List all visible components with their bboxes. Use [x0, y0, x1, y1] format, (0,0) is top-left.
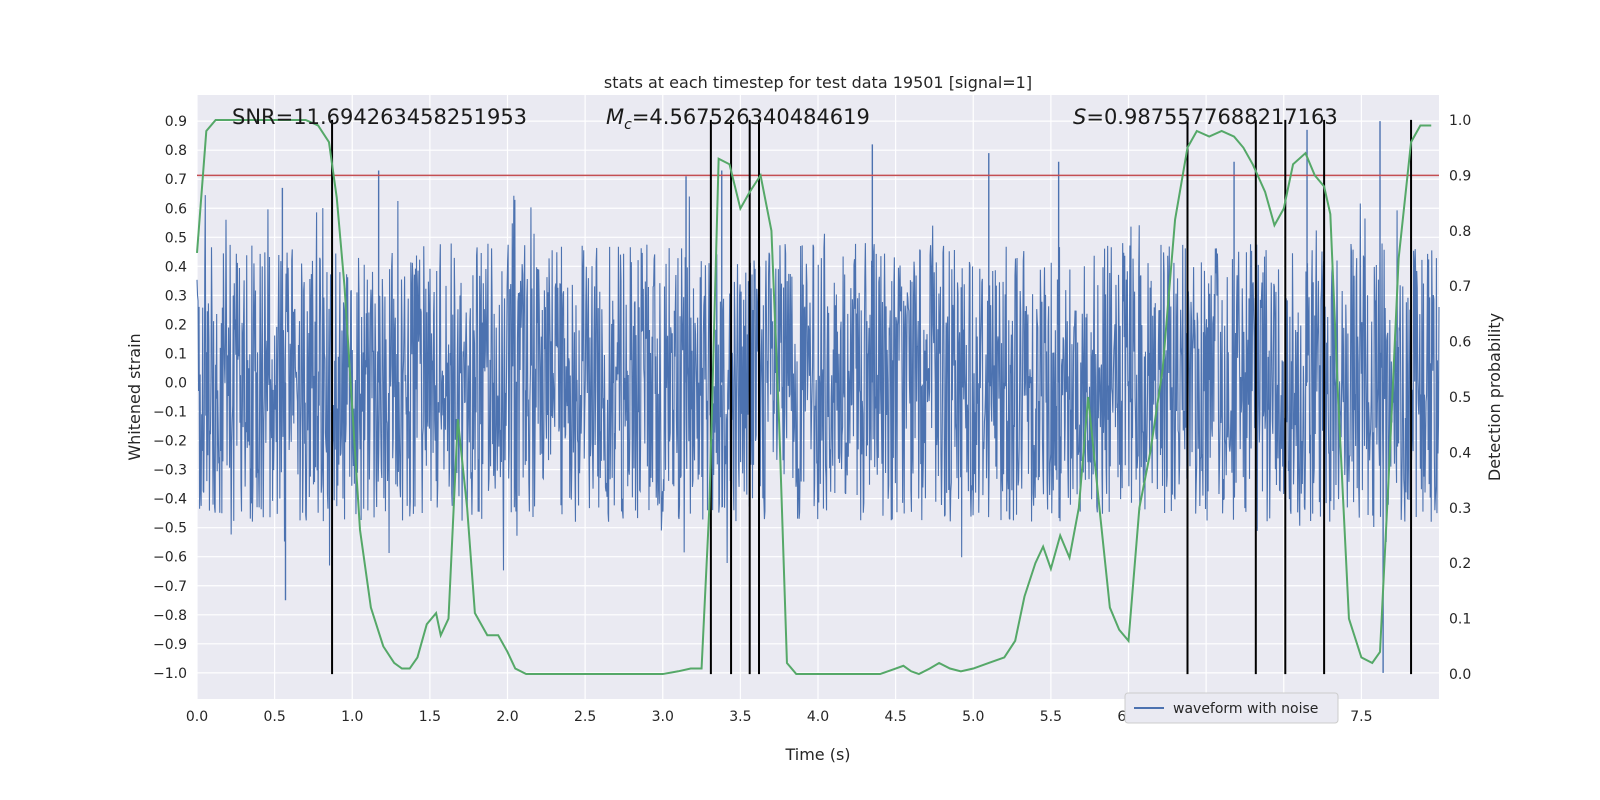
y-left-tick-label: 0.5 — [165, 230, 187, 246]
waveform-line — [196, 195, 1440, 571]
y-right-tick-label: 0.3 — [1449, 501, 1471, 517]
y-left-tick-label: 0.4 — [165, 259, 187, 275]
y-right-tick-label: 1.0 — [1449, 113, 1471, 129]
significance-annotation: S=0.9875577688217163 — [1073, 105, 1338, 129]
y-right-tick-label: 0.2 — [1449, 556, 1471, 572]
chirp-mass-annotation: Mc=4.567526340484619 — [606, 105, 870, 133]
significance-value: =0.9875577688217163 — [1086, 105, 1337, 129]
y-right-tick-label: 0.8 — [1449, 224, 1471, 240]
y-left-tick-label: 0.6 — [165, 201, 187, 217]
y-right-tick-label: 0.5 — [1449, 390, 1471, 406]
y-left-tick-label: −0.6 — [153, 550, 187, 566]
x-tick-label: 2.0 — [496, 709, 518, 725]
significance-symbol: S — [1073, 105, 1086, 129]
y-left-tick-label: −0.8 — [153, 608, 187, 624]
y-left-tick-label: −1.0 — [153, 666, 187, 682]
y-left-axis-label: Whitened strain — [125, 333, 144, 460]
x-tick-label: 3.5 — [729, 709, 751, 725]
y-left-tick-label: −0.5 — [153, 521, 187, 537]
chirp-mass-subscript: c — [624, 117, 632, 133]
y-left-tick-label: 0.0 — [165, 375, 187, 391]
y-right-tick-label: 0.9 — [1449, 168, 1471, 184]
y-right-tick-label: 0.4 — [1449, 445, 1471, 461]
x-tick-label: 3.0 — [652, 709, 674, 725]
x-axis-label: Time (s) — [784, 745, 850, 764]
y-right-axis-label: Detection probability — [1485, 313, 1504, 481]
y-left-tick-label: 0.8 — [165, 143, 187, 159]
y-left-tick-label: −0.1 — [153, 405, 187, 421]
y-right-tick-label: 0.0 — [1449, 667, 1471, 683]
y-left-tick-label: −0.3 — [153, 463, 187, 479]
x-tick-label: 5.0 — [962, 709, 984, 725]
y-left-tick-label: −0.2 — [153, 434, 187, 450]
waveform-series — [196, 121, 1440, 673]
y-left-tick-label: −0.7 — [153, 579, 187, 595]
detection-markers — [331, 119, 1413, 675]
y-left-tick-label: 0.9 — [165, 114, 187, 130]
x-tick-label: 4.0 — [807, 709, 829, 725]
x-tick-label: 0.0 — [186, 709, 208, 725]
probability-series — [196, 118, 1432, 676]
y-left-tick-label: −0.4 — [153, 492, 187, 508]
x-tick-label: 7.5 — [1350, 709, 1372, 725]
x-tick-label: 0.5 — [263, 709, 285, 725]
legend: waveform with noise — [1124, 692, 1339, 724]
snr-annotation: SNR=11.694263458251953 — [232, 105, 527, 129]
y-right-tick-label: 0.7 — [1449, 279, 1471, 295]
x-tick-label: 1.0 — [341, 709, 363, 725]
y-left-tick-labels: 0.9 0.8 0.7 0.6 0.5 0.4 0.3 0.2 0.1 0.0 −0.1 −0.2 −0… — [153, 114, 187, 682]
y-left-tick-label: 0.1 — [165, 346, 187, 362]
y-left-tick-label: 0.3 — [165, 288, 187, 304]
chirp-mass-symbol: M — [606, 105, 624, 129]
y-left-tick-label: 0.7 — [165, 172, 187, 188]
legend-box — [1124, 692, 1339, 724]
y-left-tick-label: 0.2 — [165, 317, 187, 333]
probability-line — [196, 118, 1432, 676]
y-right-tick-label: 0.1 — [1449, 612, 1471, 628]
x-tick-label: 5.5 — [1040, 709, 1062, 725]
y-right-tick-labels: 1.0 0.9 0.8 0.7 0.6 0.5 0.4 0.3 0.2 0.1 0.0 — [1449, 113, 1471, 683]
x-tick-label: 4.5 — [884, 709, 906, 725]
chart-title: stats at each timestep for test data 195… — [604, 73, 1032, 92]
x-tick-label: 1.5 — [419, 709, 441, 725]
x-tick-label: 2.5 — [574, 709, 596, 725]
legend-label: waveform with noise — [1173, 701, 1318, 717]
y-left-tick-label: −0.9 — [153, 637, 187, 653]
y-right-tick-label: 0.6 — [1449, 335, 1471, 351]
chirp-mass-value: =4.567526340484619 — [632, 105, 870, 129]
